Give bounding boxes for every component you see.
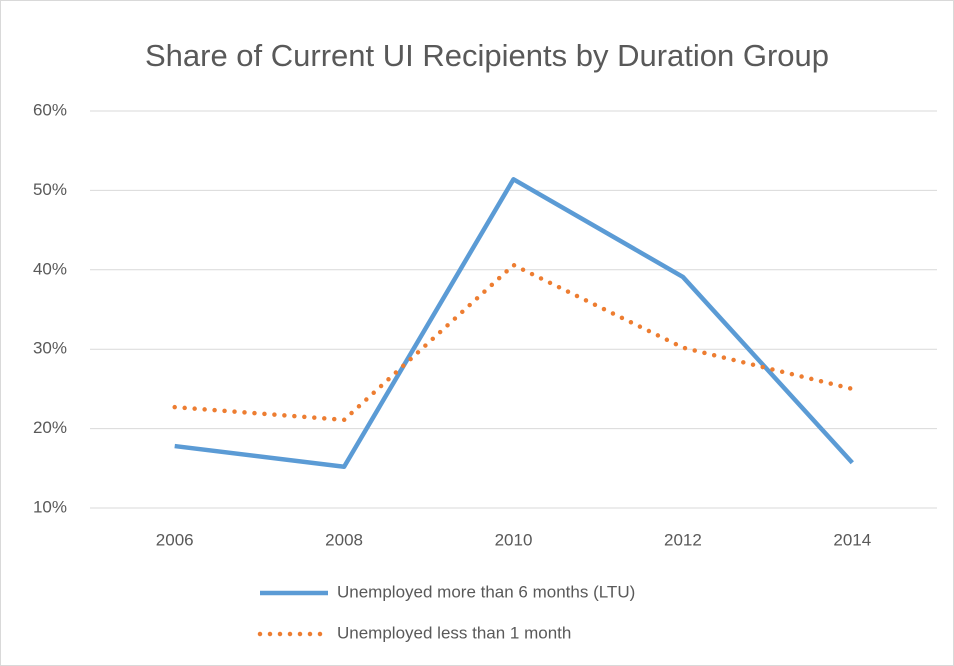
y-tick-label: 10% — [33, 497, 67, 516]
legend-label: Unemployed more than 6 months (LTU) — [337, 582, 635, 601]
y-tick-label: 50% — [33, 180, 67, 199]
x-tick-label: 2006 — [156, 530, 194, 549]
series-line — [174, 177, 854, 469]
x-tick-label: 2012 — [664, 530, 702, 549]
chart-title: Share of Current UI Recipients by Durati… — [145, 38, 829, 73]
series-line — [172, 262, 855, 423]
y-tick-label: 30% — [33, 339, 67, 358]
y-tick-label: 40% — [33, 259, 67, 278]
x-tick-label: 2008 — [325, 530, 363, 549]
y-tick-label: 20% — [33, 418, 67, 437]
y-tick-label: 60% — [33, 100, 67, 119]
x-tick-label: 2014 — [833, 530, 871, 549]
x-tick-label: 2010 — [495, 530, 533, 549]
legend-label: Unemployed less than 1 month — [337, 623, 571, 642]
